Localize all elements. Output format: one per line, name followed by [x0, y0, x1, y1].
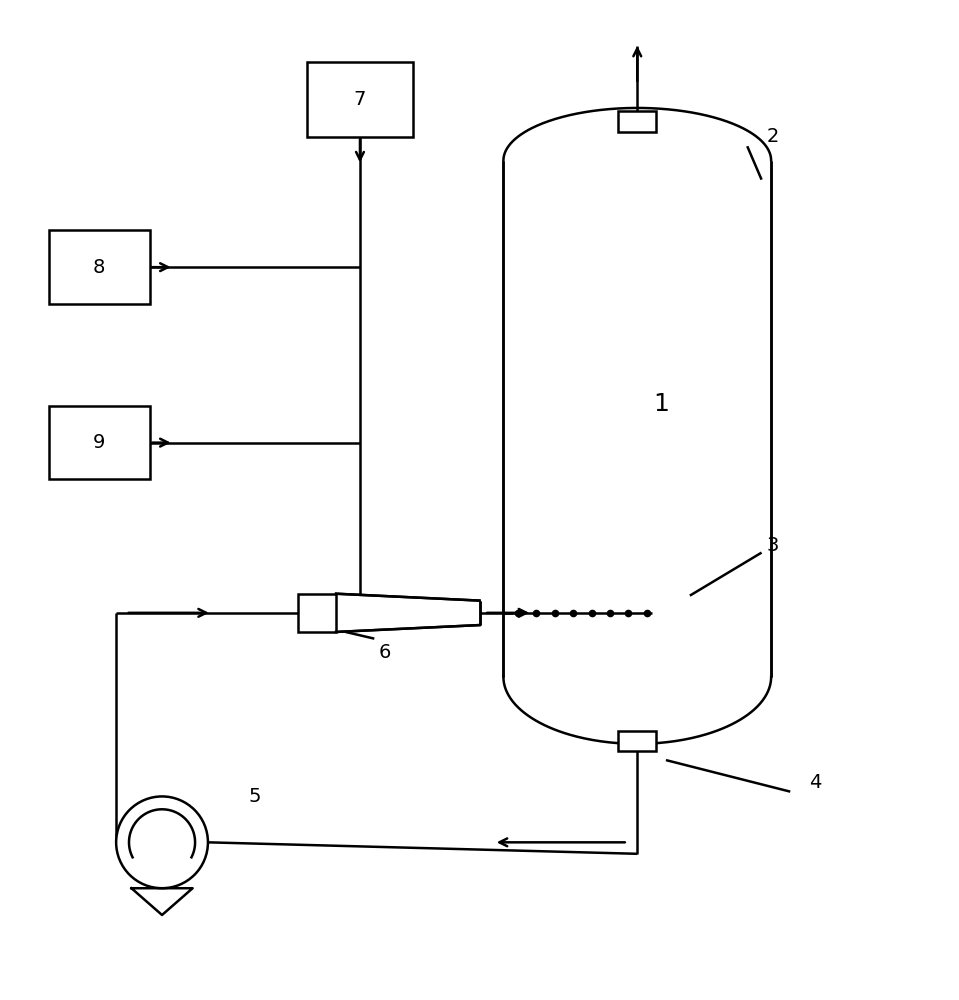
Text: 8: 8	[93, 258, 105, 277]
Polygon shape	[503, 108, 771, 161]
Text: 1: 1	[653, 392, 669, 416]
Text: 7: 7	[354, 90, 366, 109]
Bar	[49, 406, 150, 479]
Bar	[503, 161, 771, 677]
Polygon shape	[503, 677, 771, 744]
Circle shape	[116, 796, 208, 888]
Text: 3: 3	[766, 536, 779, 555]
Bar	[49, 230, 150, 304]
Text: 5: 5	[248, 787, 261, 806]
Bar	[619, 111, 656, 132]
Polygon shape	[336, 594, 480, 632]
Bar	[619, 731, 656, 751]
Bar	[298, 594, 336, 632]
Text: 9: 9	[93, 433, 105, 452]
Text: 4: 4	[809, 773, 822, 792]
Bar	[308, 62, 412, 137]
Text: 2: 2	[766, 127, 779, 146]
Text: 6: 6	[379, 643, 391, 662]
